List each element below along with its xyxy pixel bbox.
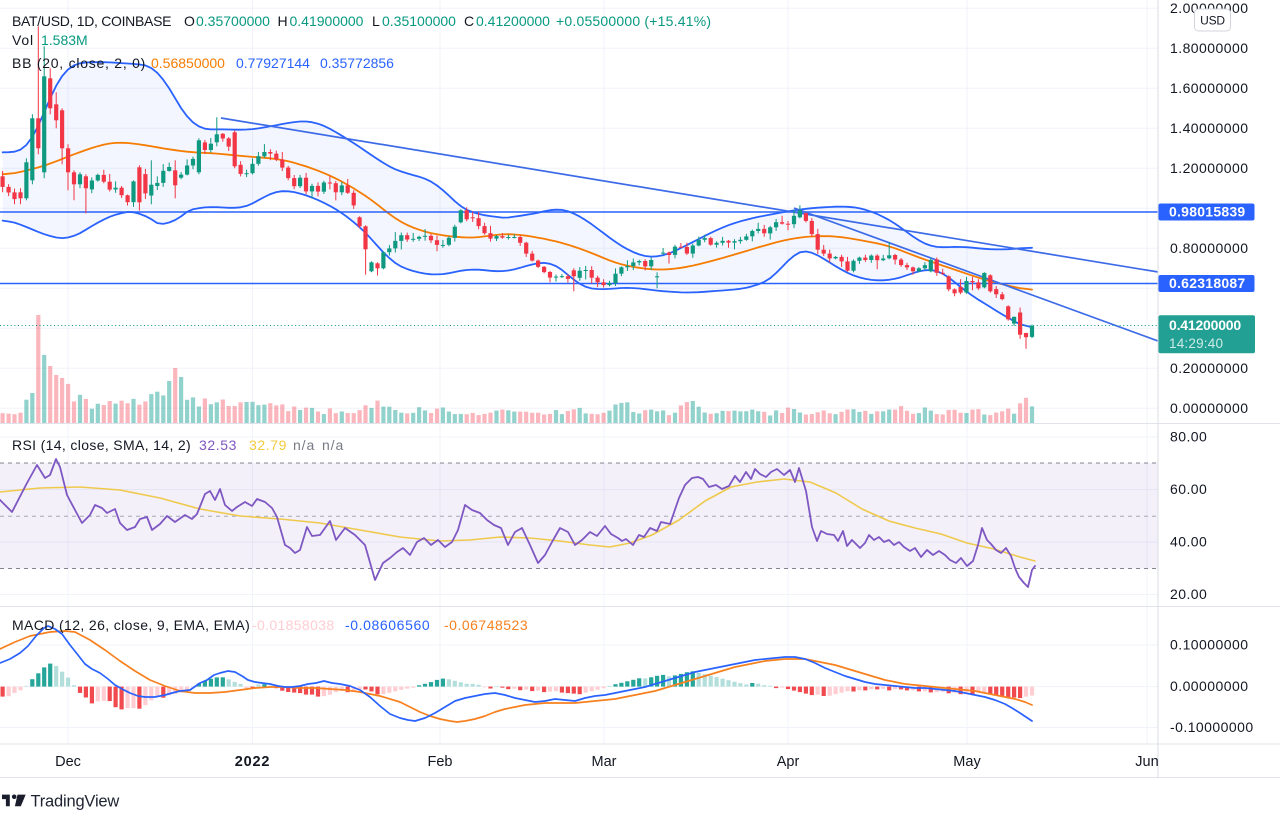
svg-text:0.41200000: 0.41200000 [476,13,550,29]
svg-text:O: O [184,13,195,29]
svg-text:-0.06748523: -0.06748523 [444,617,528,633]
svg-text:Apr: Apr [777,754,800,770]
svg-text:0.10000000: 0.10000000 [1170,637,1248,653]
svg-text:0.00000000: 0.00000000 [1170,678,1248,694]
svg-text:14:29:40: 14:29:40 [1169,336,1223,351]
svg-text:0.80000000: 0.80000000 [1170,240,1248,256]
svg-text:0.56850000: 0.56850000 [151,55,225,71]
svg-text:0.35700000: 0.35700000 [196,13,270,29]
svg-text:1.20000000: 1.20000000 [1170,160,1248,176]
svg-text:Jun: Jun [1135,754,1158,770]
svg-text:Vol: Vol [12,32,34,48]
svg-text:L: L [372,13,380,29]
svg-text:1.60000000: 1.60000000 [1170,80,1248,96]
svg-text:40.00: 40.00 [1170,534,1207,550]
svg-text:0.20000000: 0.20000000 [1170,360,1248,376]
svg-text:0.62318087: 0.62318087 [1169,275,1245,291]
svg-text:0.35772856: 0.35772856 [320,55,394,71]
svg-text:n/a: n/a [322,437,344,453]
svg-text:1.583M: 1.583M [41,32,88,48]
svg-text:C: C [464,13,474,29]
svg-text:BAT/USD, 1D, COINBASE: BAT/USD, 1D, COINBASE [12,13,171,29]
svg-text:1.40000000: 1.40000000 [1170,120,1248,136]
svg-text:Dec: Dec [55,754,81,770]
svg-text:H: H [278,13,288,29]
svg-text:20.00: 20.00 [1170,586,1207,602]
svg-text:BB (20, close, 2, 0): BB (20, close, 2, 0) [12,55,146,71]
svg-text:May: May [953,754,981,770]
svg-text:0.41200000: 0.41200000 [1169,317,1241,333]
svg-text:USD: USD [1200,14,1225,28]
svg-text:+0.05500000 (+15.41%): +0.05500000 (+15.41%) [556,13,711,29]
svg-text:Mar: Mar [592,754,617,770]
svg-text:80.00: 80.00 [1170,429,1207,445]
svg-text:0.00000000: 0.00000000 [1170,400,1248,416]
svg-text:0.35100000: 0.35100000 [382,13,456,29]
svg-text:60.00: 60.00 [1170,481,1207,497]
svg-text:32.53: 32.53 [199,437,237,453]
svg-text:1.80000000: 1.80000000 [1170,40,1248,56]
svg-text:0.77927144: 0.77927144 [236,55,310,71]
svg-text:-0.10000000: -0.10000000 [1170,719,1254,735]
svg-text:TradingView: TradingView [31,793,120,811]
svg-text:32.79: 32.79 [249,437,287,453]
svg-text:0.98015839: 0.98015839 [1169,204,1245,220]
svg-text:MACD (12, 26, close, 9, EMA, E: MACD (12, 26, close, 9, EMA, EMA) [12,617,250,633]
svg-text:RSI (14, close, SMA, 14, 2): RSI (14, close, SMA, 14, 2) [12,437,191,453]
svg-text:-0.01858038: -0.01858038 [252,617,334,633]
svg-text:-0.08606560: -0.08606560 [345,617,430,633]
svg-text:0.41900000: 0.41900000 [290,13,364,29]
svg-text:Feb: Feb [428,754,453,770]
svg-text:n/a: n/a [293,437,315,453]
svg-text:2022: 2022 [235,754,270,770]
